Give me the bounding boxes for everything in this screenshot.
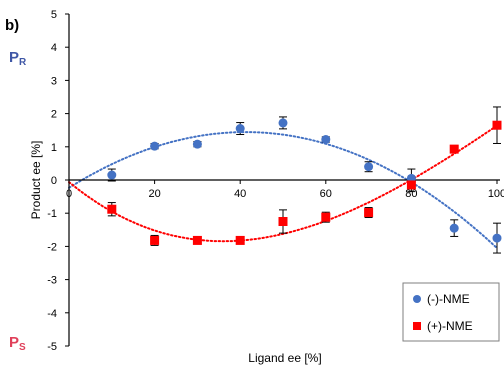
- data-point-nme-minus: [364, 162, 374, 172]
- panel-label: b): [5, 17, 19, 34]
- y-axis-title: Product ee [%]: [29, 141, 43, 220]
- data-point-nme-minus: [449, 223, 459, 233]
- tick-labels: -5 -4 -3 -2 -1 0 1 2 3 4 5 0 20 40 60 80 100: [47, 9, 504, 353]
- data-point-nme-plus: [321, 212, 331, 222]
- legend-marker-nme-plus: [413, 322, 421, 330]
- data-point-nme-minus: [150, 141, 160, 151]
- annotation-ps: PS: [9, 334, 26, 353]
- annotation-ps-sub: S: [19, 342, 26, 353]
- x-axis-title: Ligand ee [%]: [248, 351, 321, 365]
- y-tick-label: -4: [47, 308, 57, 320]
- data-point-nme-plus: [150, 235, 160, 245]
- legend-marker-nme-minus: [413, 295, 421, 303]
- data-point-nme-plus: [364, 208, 374, 218]
- data-point-nme-minus: [492, 233, 502, 243]
- trendlines: [68, 124, 498, 250]
- data-point-nme-plus: [449, 144, 459, 154]
- data-point-nme-plus: [492, 120, 502, 130]
- y-tick-label: -5: [47, 341, 57, 353]
- data-point-nme-minus: [107, 170, 117, 180]
- data-point-nme-plus: [107, 204, 117, 214]
- data-point-nme-plus: [406, 180, 416, 190]
- trendline-nme-plus: [68, 124, 498, 243]
- y-tick-label: -1: [47, 208, 57, 220]
- legend-box: [402, 282, 500, 342]
- annotation-pr: PR: [9, 49, 27, 68]
- annotation-pr-sub: R: [19, 57, 27, 68]
- x-tick-label: 40: [234, 188, 246, 200]
- data-point-nme-minus: [278, 118, 288, 128]
- data-point-nme-plus: [278, 217, 288, 226]
- data-point-nme-minus: [192, 139, 202, 149]
- y-tick-label: 1: [51, 142, 57, 154]
- y-tick-label: 4: [51, 42, 57, 54]
- annotation-pr-main: P: [9, 49, 19, 66]
- x-tick-label: 100: [488, 188, 504, 200]
- data-point-nme-plus: [192, 235, 202, 245]
- legend: (-)-NME (+)-NME: [402, 282, 500, 342]
- data-point-nme-minus: [321, 134, 331, 144]
- legend-label-nme-minus: (-)-NME: [427, 292, 470, 306]
- y-tick-label: 2: [51, 109, 57, 121]
- data-point-nme-minus: [235, 124, 245, 134]
- data-point-nme-plus: [235, 235, 245, 245]
- trendline-nme-minus: [68, 131, 498, 250]
- x-tick-label: 0: [66, 188, 72, 200]
- y-tick-label: -2: [47, 241, 57, 253]
- annotation-ps-main: P: [9, 334, 19, 351]
- data-points: [107, 118, 502, 245]
- x-tick-label: 60: [320, 188, 332, 200]
- y-tick-label: -3: [47, 275, 57, 287]
- legend-label-nme-plus: (+)-NME: [427, 319, 473, 333]
- y-tick-label: 0: [51, 175, 57, 187]
- x-tick-label: 20: [148, 188, 160, 200]
- y-tick-label: 3: [51, 75, 57, 87]
- y-tick-label: 5: [51, 9, 57, 21]
- x-tick-label: 80: [405, 188, 417, 200]
